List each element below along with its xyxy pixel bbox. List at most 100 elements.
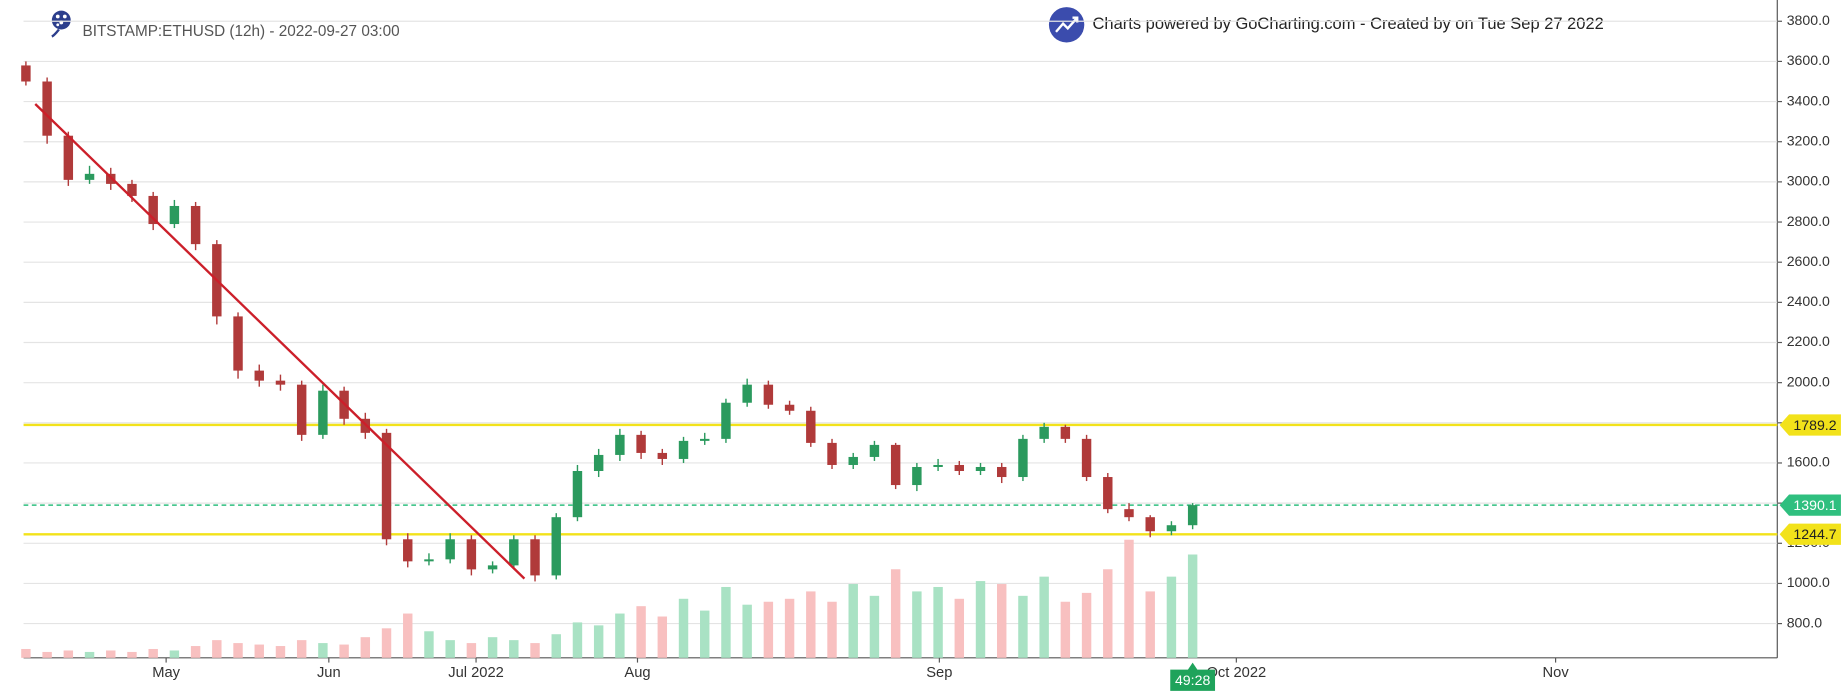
level-tag (1779, 494, 1841, 516)
candle-body (381, 432, 392, 540)
volume-bar (784, 598, 795, 658)
x-tick-label: Nov (1543, 665, 1570, 681)
level-tag (1779, 414, 1841, 436)
volume-bar (1039, 576, 1049, 658)
candle-body (1018, 438, 1028, 478)
level-label: 1390.1 (1793, 497, 1836, 513)
volume-bar (742, 604, 752, 658)
candle-body (254, 370, 264, 381)
x-tick-label: May (152, 665, 180, 681)
volume-bar (933, 586, 943, 658)
volume-bar (1124, 539, 1134, 658)
candle-body (572, 471, 583, 518)
volume-bar (1187, 554, 1198, 658)
candle-body (784, 404, 795, 411)
volume-bar (403, 613, 413, 658)
volume-bar (572, 622, 583, 658)
candle-body (1060, 426, 1071, 439)
volume-bar (148, 648, 158, 658)
volume-bar (1166, 576, 1177, 658)
candle-body (997, 466, 1007, 478)
volume-bar (848, 584, 858, 658)
candle-body (1081, 438, 1092, 478)
volume-bar (254, 644, 264, 658)
candle-body (487, 565, 498, 570)
volume-bar (912, 591, 922, 658)
volume-bar (700, 610, 710, 658)
volume-bar (424, 631, 434, 658)
y-tick-label: 3400.0 (1787, 92, 1830, 108)
candle-body (636, 434, 646, 453)
y-tick-label: 1000.0 (1787, 574, 1830, 590)
x-tick-label: Jun (317, 665, 341, 681)
candle-body (190, 205, 201, 245)
candle-body (403, 539, 413, 562)
candle-body (233, 316, 243, 371)
x-tick-label: Oct 2022 (1206, 665, 1266, 681)
chart-title: BITSTAMP:ETHUSD (12h) - 2022-09-27 03:00 (83, 23, 400, 40)
volume-bar (593, 625, 604, 658)
level-label: 1789.2 (1793, 417, 1836, 433)
volume-bar (1081, 592, 1092, 658)
candle-body (21, 65, 31, 82)
volume-bar (318, 643, 328, 658)
volume-bar (509, 640, 519, 658)
volume-bar (1060, 601, 1071, 658)
countdown: 49:28 (1175, 672, 1210, 688)
candle-body (551, 517, 561, 576)
y-tick-label: 2800.0 (1787, 213, 1830, 229)
volume-bar (997, 584, 1007, 658)
volume-bar (445, 640, 455, 658)
candle-body (1103, 477, 1113, 510)
x-tick-label: Jul 2022 (448, 665, 504, 681)
candle-layer (21, 61, 1198, 582)
candle-body (827, 442, 837, 465)
volume-bar (339, 644, 349, 658)
volume-bar (212, 640, 222, 658)
volume-bar (1103, 569, 1113, 658)
y-tick-label: 2000.0 (1787, 373, 1830, 389)
credit: Charts powered by GoCharting.com - Creat… (1093, 15, 1604, 33)
volume-bar (975, 581, 986, 658)
level-tag (1779, 523, 1841, 545)
volume-bar (190, 646, 201, 658)
volume-bar (487, 637, 498, 658)
volume-bar (466, 643, 477, 658)
candle-body (700, 438, 710, 441)
candle-body (806, 410, 816, 443)
candle-body (615, 434, 625, 455)
trendline (34, 103, 526, 580)
countdown-badge (1170, 662, 1216, 691)
volume-bar (806, 591, 816, 658)
candle-body (912, 466, 922, 486)
volume-bar (275, 646, 286, 658)
y-tick-label: 2600.0 (1787, 253, 1830, 269)
candle-body (466, 539, 477, 570)
volume-bar (84, 651, 95, 658)
candle-body (763, 384, 774, 405)
y-tick-label: 3800.0 (1787, 12, 1830, 28)
volume-bar (127, 651, 137, 658)
candle-body (657, 452, 668, 459)
y-tick-label: 1600.0 (1787, 454, 1830, 470)
volume-bar (381, 628, 392, 658)
candle-body (975, 466, 986, 472)
level-label: 1244.7 (1793, 526, 1836, 542)
y-tick-label: 3200.0 (1787, 132, 1830, 148)
candle-body (1145, 517, 1155, 532)
y-tick-label: 3000.0 (1787, 173, 1830, 189)
candle-body (678, 440, 689, 459)
candle-body (275, 380, 286, 385)
candle-body (954, 464, 965, 472)
volume-bar (63, 650, 74, 658)
grid-layer (23, 20, 1778, 625)
x-tick-label: Aug (624, 665, 650, 681)
volume-bar (763, 601, 774, 658)
volume-bar (551, 634, 561, 658)
candle-body (1187, 505, 1198, 526)
volume-bar (169, 650, 180, 658)
y-tick-label: 800.0 (1787, 614, 1822, 630)
volume-bar (21, 648, 31, 658)
